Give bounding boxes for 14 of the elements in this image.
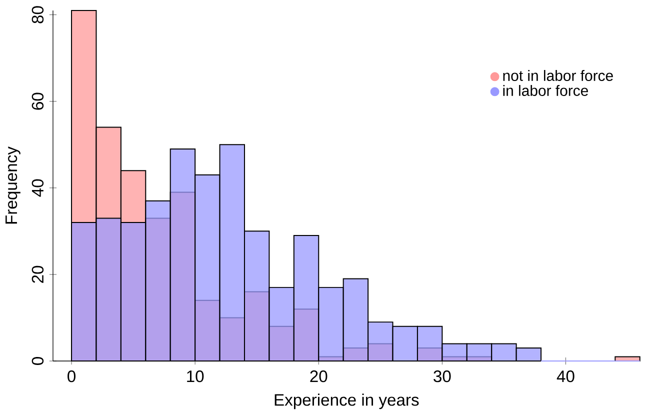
x-tick-label: 30 [434,370,451,382]
x-axis-title: Experience in years [274,394,419,410]
y-tick-label: 40 [32,179,44,197]
x-tick-label: 0 [68,370,76,382]
y-axis-title: Frequency [6,146,20,224]
y-tick-label: 80 [32,6,44,24]
y-tick-label: 60 [32,92,44,110]
legend-label: not in labor force [503,70,613,82]
x-tick-label: 20 [310,370,328,382]
x-tick-label: 40 [556,370,574,382]
legend-label: in labor force [503,85,588,96]
y-tick-label: 20 [32,266,44,284]
x-tick-label: 10 [187,370,204,382]
y-tick-label: 0 [32,357,44,366]
